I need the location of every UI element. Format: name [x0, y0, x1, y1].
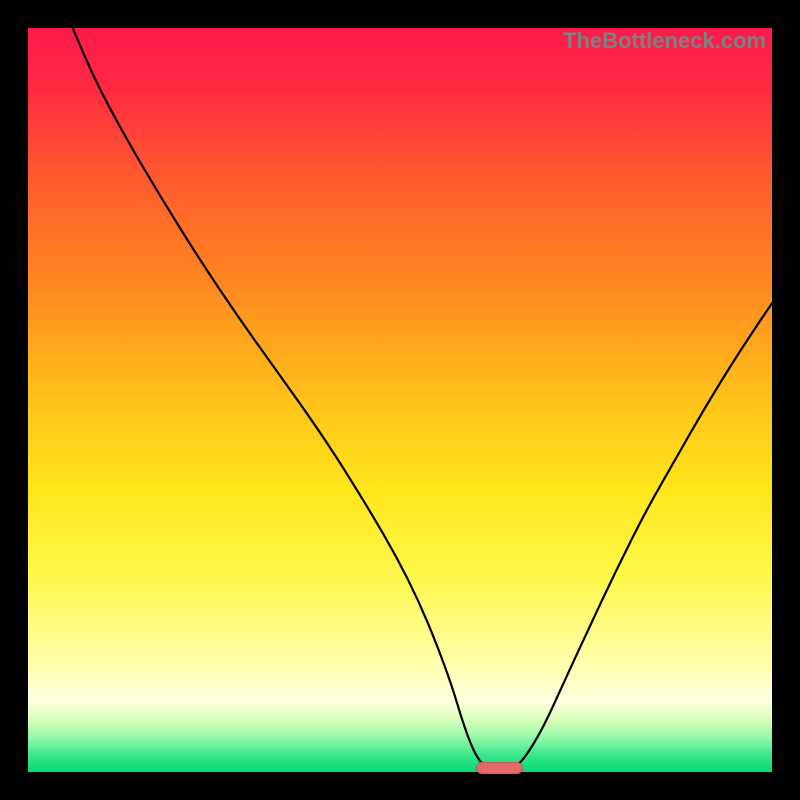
plot-svg	[28, 28, 772, 772]
chart-frame: TheBottleneck.com	[0, 0, 800, 800]
optimal-marker	[476, 762, 523, 774]
plot-area: TheBottleneck.com	[28, 28, 772, 772]
gradient-background	[28, 28, 772, 772]
watermark-text: TheBottleneck.com	[563, 28, 766, 54]
